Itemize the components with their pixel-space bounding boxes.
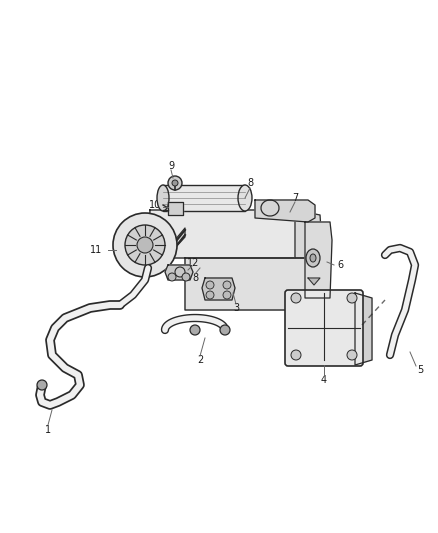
Polygon shape	[255, 200, 315, 222]
Text: 4: 4	[321, 375, 327, 385]
FancyBboxPatch shape	[163, 185, 245, 211]
Circle shape	[113, 213, 177, 277]
Circle shape	[220, 325, 230, 335]
Text: 3: 3	[233, 303, 239, 313]
Polygon shape	[355, 293, 372, 365]
Text: 12: 12	[187, 258, 199, 268]
Text: 7: 7	[292, 193, 298, 203]
Polygon shape	[295, 210, 323, 258]
Polygon shape	[165, 265, 193, 280]
Circle shape	[347, 350, 357, 360]
Text: 2: 2	[197, 355, 203, 365]
Polygon shape	[148, 210, 315, 258]
Circle shape	[182, 273, 190, 281]
Circle shape	[223, 281, 231, 289]
Circle shape	[291, 350, 301, 360]
Text: 6: 6	[337, 260, 343, 270]
Circle shape	[168, 176, 182, 190]
Circle shape	[347, 293, 357, 303]
Circle shape	[190, 325, 200, 335]
Text: 8: 8	[247, 178, 253, 188]
Ellipse shape	[310, 254, 316, 262]
Ellipse shape	[238, 185, 252, 211]
Polygon shape	[185, 258, 315, 310]
Circle shape	[172, 180, 178, 186]
Circle shape	[206, 281, 214, 289]
Circle shape	[291, 293, 301, 303]
Circle shape	[223, 291, 231, 299]
Text: 8: 8	[192, 273, 198, 283]
Circle shape	[37, 380, 47, 390]
Text: 5: 5	[417, 365, 423, 375]
Polygon shape	[308, 278, 320, 285]
Text: 1: 1	[45, 425, 51, 435]
Circle shape	[168, 273, 176, 281]
Polygon shape	[175, 228, 185, 248]
Ellipse shape	[306, 249, 320, 267]
Circle shape	[206, 291, 214, 299]
Text: 9: 9	[168, 161, 174, 171]
Text: 11: 11	[90, 245, 102, 255]
Circle shape	[137, 237, 153, 253]
Text: 10: 10	[149, 200, 161, 210]
Ellipse shape	[157, 185, 169, 211]
Polygon shape	[305, 222, 332, 298]
FancyBboxPatch shape	[285, 290, 363, 366]
Circle shape	[125, 225, 165, 265]
Polygon shape	[168, 202, 183, 215]
Polygon shape	[202, 278, 235, 300]
